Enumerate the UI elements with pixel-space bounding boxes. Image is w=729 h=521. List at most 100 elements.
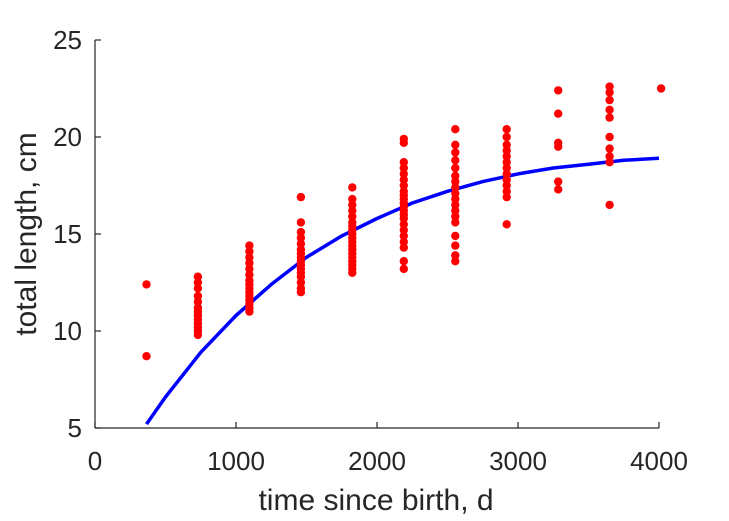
data-point [605, 132, 614, 142]
data-point [502, 132, 511, 142]
data-point [245, 253, 254, 262]
data-point [193, 284, 203, 293]
data-point [605, 158, 614, 167]
data-point [399, 257, 408, 266]
data-point [245, 258, 254, 268]
data-point [399, 220, 408, 229]
data-point [502, 192, 511, 202]
data-point [193, 297, 203, 307]
data-point [554, 142, 563, 151]
data-point [605, 105, 614, 115]
data-point [451, 212, 460, 221]
data-point [605, 113, 614, 122]
data-point [245, 247, 254, 256]
data-point [554, 86, 563, 95]
data-point [399, 181, 408, 190]
data-point [451, 177, 460, 186]
data-point [245, 307, 254, 316]
data-point [656, 84, 666, 93]
data-point [451, 218, 460, 227]
data-point [193, 272, 203, 281]
data-point [142, 280, 151, 289]
x-axis-label: time since birth, d [258, 484, 493, 517]
data-point [399, 214, 408, 223]
data-point [451, 183, 460, 192]
data-point [502, 181, 511, 190]
data-point [348, 206, 357, 215]
data-point [605, 200, 614, 210]
data-point [399, 231, 408, 241]
data-point [554, 109, 563, 118]
data-point [245, 241, 254, 250]
data-point [296, 278, 306, 287]
data-point [399, 158, 408, 167]
data-points-layer [142, 82, 666, 361]
data-point [399, 264, 408, 274]
y-tick-label: 25 [53, 25, 82, 55]
data-point [296, 227, 306, 237]
data-point [554, 185, 563, 194]
x-tick-label: 3000 [489, 446, 547, 476]
data-point [451, 241, 460, 250]
data-point [451, 163, 460, 173]
data-point [451, 200, 460, 210]
data-point [296, 218, 306, 227]
data-point [554, 177, 563, 186]
data-point [502, 152, 511, 161]
axes: 0 1000 2000 3000 4000 5 10 15 20 25 [53, 25, 688, 476]
data-point [451, 251, 460, 260]
data-point [348, 194, 357, 204]
data-point [296, 192, 306, 202]
data-point [451, 156, 460, 165]
fitted-curve [145, 156, 660, 426]
data-point [245, 270, 254, 279]
data-point [451, 194, 460, 204]
data-point [399, 163, 408, 173]
data-point [296, 272, 306, 281]
data-point [605, 95, 614, 105]
data-point [605, 144, 614, 153]
y-axis-label: total length, cm [10, 132, 43, 335]
y-tick-label: 5 [68, 413, 82, 443]
data-point [502, 169, 511, 179]
data-point [296, 233, 306, 243]
data-point [399, 169, 408, 179]
data-point [605, 152, 614, 161]
x-tick-label: 2000 [348, 446, 406, 476]
data-point [348, 212, 357, 221]
data-point [502, 187, 511, 196]
data-point [399, 138, 408, 147]
data-point [399, 243, 408, 252]
data-point [502, 220, 511, 229]
x-tick-label: 4000 [630, 446, 688, 476]
data-point [399, 175, 408, 184]
data-point [451, 189, 460, 198]
data-point [451, 140, 460, 149]
y-tick-label: 20 [53, 122, 82, 152]
data-point [451, 231, 460, 241]
data-point [348, 183, 357, 192]
data-point [245, 264, 254, 274]
data-point [502, 140, 511, 149]
data-point [142, 352, 151, 361]
data-point [451, 257, 460, 266]
data-point [399, 225, 408, 235]
data-point [502, 163, 511, 173]
data-point [193, 291, 203, 301]
fitted-curve-layer [145, 156, 660, 426]
data-point [451, 171, 460, 180]
data-point [193, 278, 203, 287]
data-point [451, 206, 460, 215]
data-point [605, 88, 614, 97]
x-tick-label: 0 [88, 446, 102, 476]
data-point [296, 239, 306, 248]
x-tick-label: 1000 [207, 446, 265, 476]
data-point [605, 82, 614, 91]
data-point [451, 125, 460, 134]
y-tick-label: 15 [53, 219, 82, 249]
data-point [399, 237, 408, 246]
data-point [502, 175, 511, 184]
data-point [502, 158, 511, 167]
data-point [451, 148, 460, 157]
